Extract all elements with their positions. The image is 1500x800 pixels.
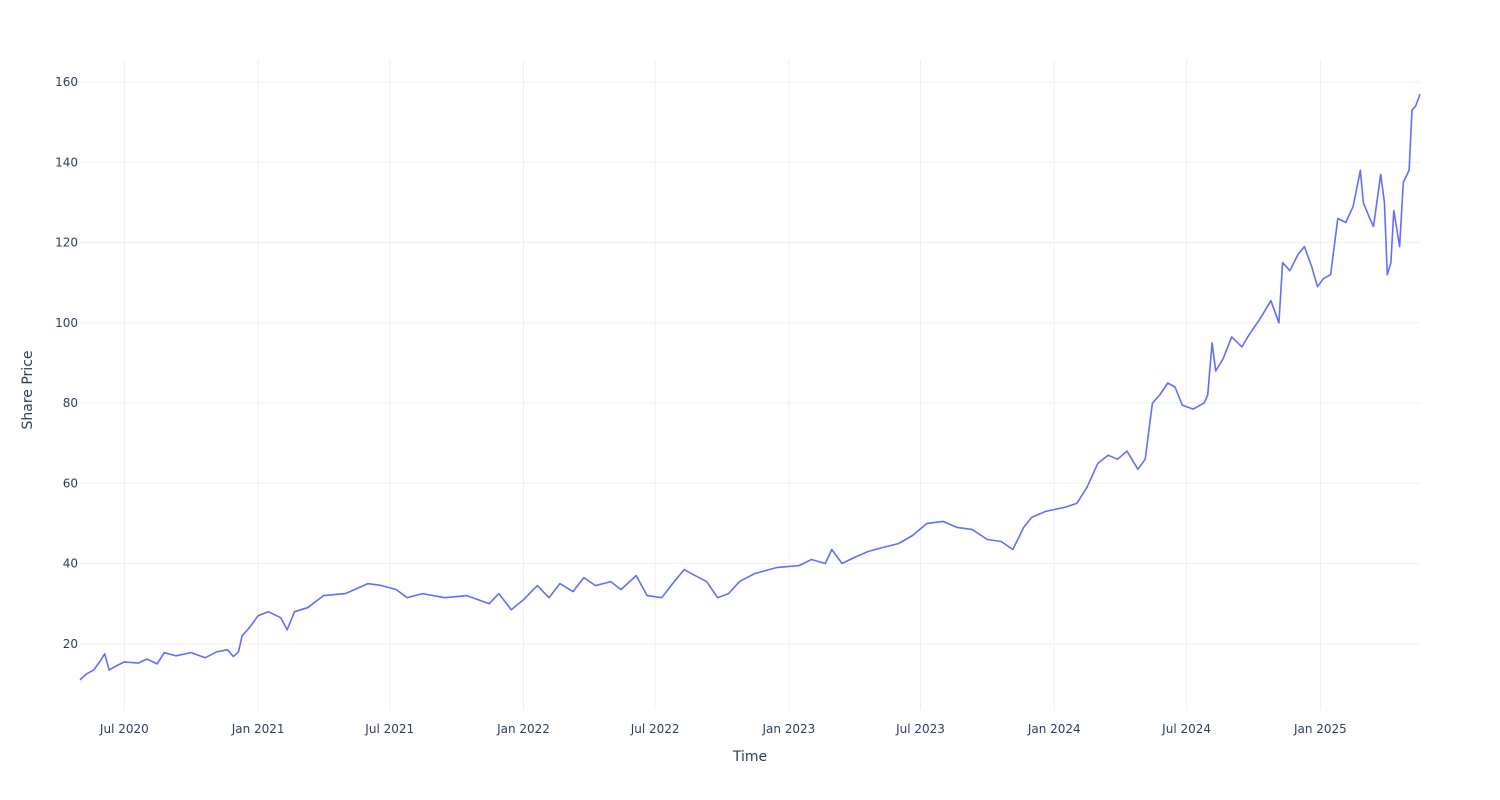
y-tick-label: 160 [55,75,78,89]
x-tick-label: Jan 2023 [761,722,815,736]
y-tick-label: 140 [55,155,78,169]
x-tick-label: Jul 2021 [364,722,414,736]
y-tick-label: 60 [63,476,78,490]
x-tick-label: Jul 2022 [630,722,680,736]
x-tick-label: Jan 2021 [231,722,285,736]
x-tick-label: Jul 2020 [99,722,149,736]
x-tick-label: Jan 2022 [496,722,550,736]
series-line [79,93,1421,681]
x-axis-ticks: Jul 2020 Jan 2021 Jul 2021 Jan 2022 Jul 2022… [99,722,1347,736]
y-axis-title: Share Price [20,350,36,429]
x-tick-label: Jul 2024 [1161,722,1211,736]
x-tick-label: Jul 2023 [895,722,945,736]
grid [80,60,1420,710]
y-tick-label: 20 [63,637,78,651]
x-tick-label: Jan 2024 [1027,722,1081,736]
y-tick-label: 120 [55,236,78,250]
x-tick-label: Jan 2025 [1293,722,1347,736]
series-layer [79,93,1421,681]
x-axis-title: Time [732,749,767,765]
y-axis-ticks: 20 40 60 80 100 120 140 160 [55,75,78,651]
y-tick-label: 40 [63,557,78,571]
y-tick-label: 100 [55,316,78,330]
y-tick-label: 80 [63,396,78,410]
